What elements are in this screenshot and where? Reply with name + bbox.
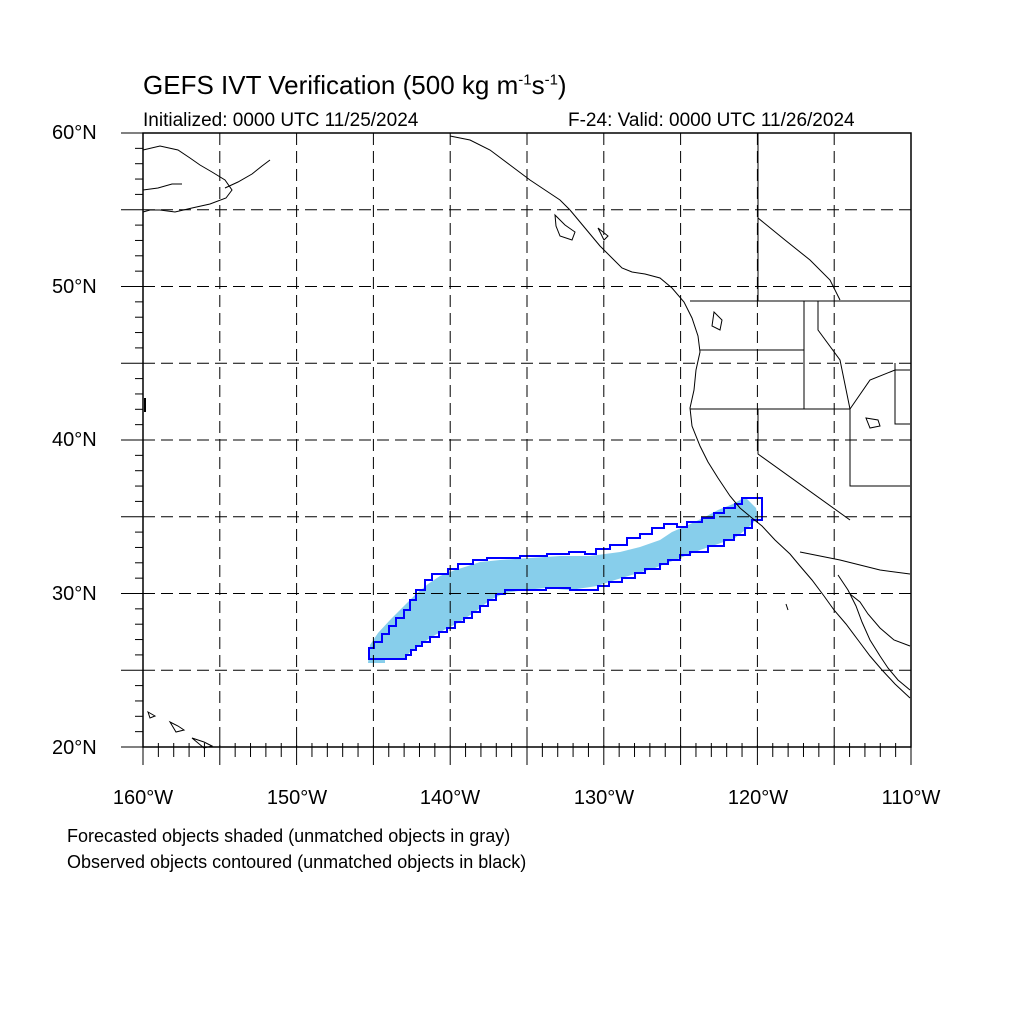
lon-label-150w: 150°W: [266, 787, 328, 809]
lon-label-130w: 130°W: [573, 787, 635, 809]
forecast-object: [368, 497, 758, 663]
forecast-note: Forecasted objects shaded (unmatched obj…: [67, 826, 511, 846]
lon-label-140w: 140°W: [419, 787, 481, 809]
valid-time-label: F-24: Valid: 0000 UTC 11/26/2024: [568, 110, 855, 131]
observed-note: Observed objects contoured (unmatched ob…: [67, 852, 527, 872]
lat-label-40n: 40°N: [52, 429, 97, 451]
lon-label-120w: 120°W: [727, 787, 789, 809]
map-frame: [142, 132, 912, 748]
lon-label-110w: 110°W: [881, 787, 941, 809]
init-time-label: Initialized: 0000 UTC 11/25/2024: [143, 110, 419, 131]
lat-lon-gridlines: [143, 133, 911, 747]
axis-ticks: [121, 132, 912, 765]
lat-label-60n: 60°N: [52, 122, 97, 144]
lon-label-160w: 160°W: [112, 787, 174, 809]
coastlines: [142, 135, 911, 749]
map-title: GEFS IVT Verification (500 kg m-1s-1): [143, 70, 567, 100]
lat-label-20n: 20°N: [52, 737, 97, 759]
lat-label-30n: 30°N: [52, 583, 97, 605]
observed-object-contour: [368, 497, 763, 660]
lat-label-50n: 50°N: [52, 276, 97, 298]
